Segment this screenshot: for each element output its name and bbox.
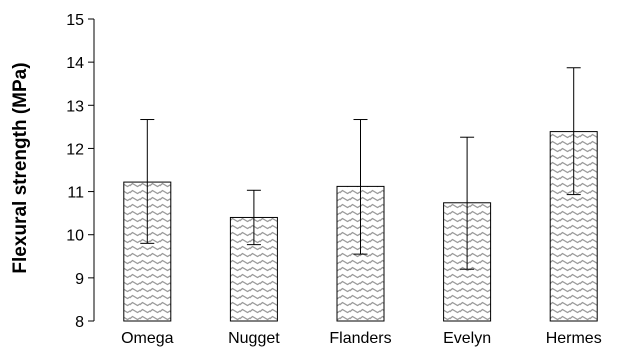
error-bar-omega [140, 119, 155, 244]
y-tick-label: 9 [75, 271, 84, 288]
error-bar-hermes [566, 67, 581, 196]
x-tick-label-omega: Omega [121, 330, 174, 347]
labels-layer: Flexural strength (MPa) 8 9 10 11 12 13 14 15 Om… [10, 12, 602, 347]
y-tick-label: 14 [66, 55, 84, 72]
error-bar-nugget [246, 189, 261, 246]
y-tick-label: 12 [66, 141, 84, 158]
y-tick-label: 10 [66, 228, 84, 245]
y-tick-label: 8 [75, 314, 84, 331]
y-tick-label: 15 [66, 12, 84, 29]
y-tick-label: 11 [67, 185, 84, 202]
y-tick-label: 13 [66, 98, 84, 115]
axes-layer [88, 18, 95, 322]
x-tick-label-nugget: Nugget [228, 330, 280, 347]
x-tick-label-hermes: Hermes [546, 330, 602, 347]
error-bar-flanders [353, 119, 368, 255]
error-bar-evelyn [460, 136, 475, 270]
error-bars-layer [140, 67, 581, 270]
y-axis-title: Flexural strength (MPa) [10, 62, 31, 273]
x-tick-label-evelyn: Evelyn [443, 330, 491, 347]
x-tick-label-flanders: Flanders [329, 330, 391, 347]
